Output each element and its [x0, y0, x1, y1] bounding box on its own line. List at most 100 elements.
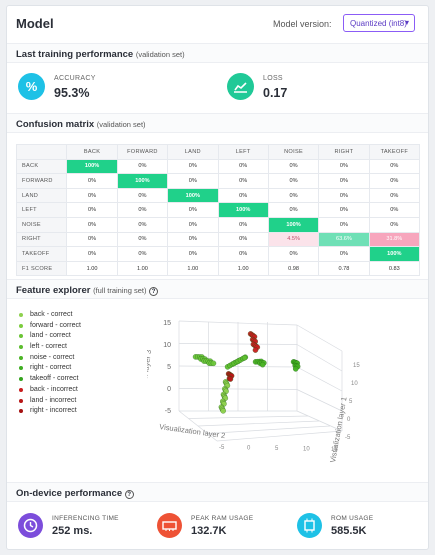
x-tick-label: 5 — [275, 446, 279, 452]
percent-icon: % — [18, 73, 45, 100]
f1-cell: 1.00 — [217, 260, 269, 277]
rom-label: ROM USAGE — [331, 515, 374, 522]
confusion-row: LAND 0% 0% 100% 0% 0% 0% 0% — [15, 187, 421, 204]
legend-dot-icon — [19, 355, 23, 360]
legend-dot-icon — [19, 387, 23, 392]
grid-line — [197, 420, 320, 427]
z-tick-label: -5 — [165, 408, 171, 415]
f1-cell: 1.00 — [116, 260, 169, 277]
confusion-row-label: RIGHT — [15, 231, 68, 248]
model-card: Model Model version: Quantized (int8) ▾ … — [6, 5, 429, 550]
training-title: Last training performance — [16, 49, 134, 60]
confusion-cell: 31.8% — [368, 231, 421, 248]
confusion-cell: 0% — [116, 216, 169, 233]
x-tick-label: 10 — [303, 447, 310, 453]
feature-title: Feature explorer — [16, 285, 91, 296]
confusion-column-header: FORWARD — [116, 144, 169, 160]
legend-label: noise - correct — [30, 353, 75, 361]
help-icon[interactable]: ? — [149, 287, 159, 296]
confusion-row: TAKEOFF 0% 0% 0% 0% 0% 0% 100% — [15, 246, 421, 262]
confusion-cell: 0% — [66, 173, 118, 189]
confusion-column-header: LAND — [167, 144, 219, 160]
f1-row: F1 SCORE 1.00 1.00 1.00 1.00 0.98 0.78 0.83 — [15, 260, 421, 277]
legend-label: back - incorrect — [30, 385, 78, 393]
confusion-row: RIGHT 0% 0% 0% 0% 4.5% 63.6% 31.8% — [15, 231, 421, 248]
confusion-cell: 0% — [267, 202, 320, 218]
confusion-row: LEFT 0% 0% 0% 100% 0% 0% 0% — [15, 202, 421, 218]
confusion-cell: 0% — [217, 187, 269, 204]
confusion-row-label: NOISE — [15, 216, 68, 233]
confusion-cell: 0% — [66, 216, 118, 233]
scatter-point — [241, 355, 248, 361]
z-tick-label: 10 — [163, 342, 171, 349]
model-header: Model Model version: Quantized (int8) ▾ — [7, 6, 428, 42]
confusion-cell: 0% — [318, 158, 370, 175]
help-icon[interactable]: ? — [124, 490, 134, 499]
confusion-subtitle: (validation set) — [96, 120, 146, 129]
confusion-cell: 0% — [167, 158, 219, 175]
confusion-cell: 0% — [66, 202, 118, 218]
x-tick-label: 0 — [247, 446, 251, 452]
confusion-row: BACK 100% 0% 0% 0% 0% 0% 0% — [15, 158, 421, 175]
legend-dot-icon — [19, 345, 23, 350]
loss-value: 0.17 — [263, 86, 288, 100]
inferencing-value: 252 ms. — [52, 525, 93, 537]
confusion-cell: 0% — [267, 246, 320, 262]
confusion-cell: 0% — [66, 231, 118, 248]
confusion-cell: 0% — [217, 231, 269, 248]
confusion-cell: 0% — [116, 158, 169, 175]
confusion-cell: 0% — [66, 187, 118, 204]
confusion-cell: 0% — [116, 231, 169, 248]
confusion-cell: 0% — [267, 187, 320, 204]
confusion-cell: 100% — [167, 187, 219, 204]
inferencing-label: INFERENCING TIME — [52, 515, 119, 522]
model-version-select[interactable]: Quantized (int8) ▾ — [343, 14, 415, 32]
confusion-row-label: LAND — [15, 187, 68, 204]
confusion-corner-cell — [15, 144, 68, 160]
axis-x-label: Visualization layer 2 — [159, 422, 226, 440]
confusion-cell: 100% — [217, 202, 269, 218]
grid-line — [178, 388, 298, 390]
scatter-point — [292, 366, 299, 372]
confusion-cell: 0% — [318, 216, 370, 233]
ram-label: PEAK RAM USAGE — [191, 515, 254, 522]
page-title: Model — [16, 16, 54, 31]
confusion-cell: 0% — [368, 158, 421, 175]
ondevice-title: On-device performance — [16, 488, 123, 499]
chevron-down-icon: ▾ — [404, 18, 409, 27]
training-subtitle: (validation set) — [135, 50, 185, 59]
confusion-cell: 0% — [217, 173, 269, 189]
y-tick-label: 15 — [353, 363, 360, 369]
confusion-row-label: BACK — [15, 158, 68, 175]
scatter-point — [210, 360, 217, 367]
plot-points — [192, 331, 301, 414]
scatter-point — [259, 361, 266, 368]
legend-label: land - correct — [30, 332, 71, 340]
confusion-cell: 0% — [116, 202, 169, 218]
z-tick-label: 5 — [167, 364, 171, 371]
legend-dot-icon — [19, 366, 23, 371]
f1-cell: 0.78 — [318, 260, 370, 277]
confusion-column-header: TAKEOFF — [368, 144, 421, 160]
confusion-row: NOISE 0% 0% 0% 0% 100% 0% 0% — [15, 216, 421, 233]
confusion-matrix-table: BACK FORWARD LAND LEFT NOISE RIGHT TAKEOFF BACK… — [15, 144, 421, 277]
confusion-cell: 100% — [66, 158, 118, 175]
confusion-cell: 0% — [116, 187, 169, 204]
confusion-cell: 100% — [368, 246, 421, 262]
confusion-cell: 0% — [217, 246, 269, 262]
confusion-title: Confusion matrix — [16, 119, 95, 130]
f1-cell: 0.83 — [368, 260, 421, 277]
z-tick-label: 15 — [163, 320, 171, 327]
confusion-column-header: NOISE — [267, 144, 320, 160]
confusion-cell: 0% — [368, 173, 421, 189]
legend-label: land - incorrect — [30, 396, 77, 404]
confusion-cell: 0% — [167, 202, 219, 218]
training-section-header: Last training performance (validation se… — [7, 43, 428, 63]
confusion-cell: 63.6% — [318, 231, 370, 248]
legend-dot-icon — [19, 377, 23, 382]
confusion-cell: 0% — [167, 246, 219, 262]
confusion-header-row: BACK FORWARD LAND LEFT NOISE RIGHT TAKEOFF — [15, 144, 421, 160]
f1-label: F1 SCORE — [15, 260, 68, 277]
grid-line — [296, 344, 343, 372]
